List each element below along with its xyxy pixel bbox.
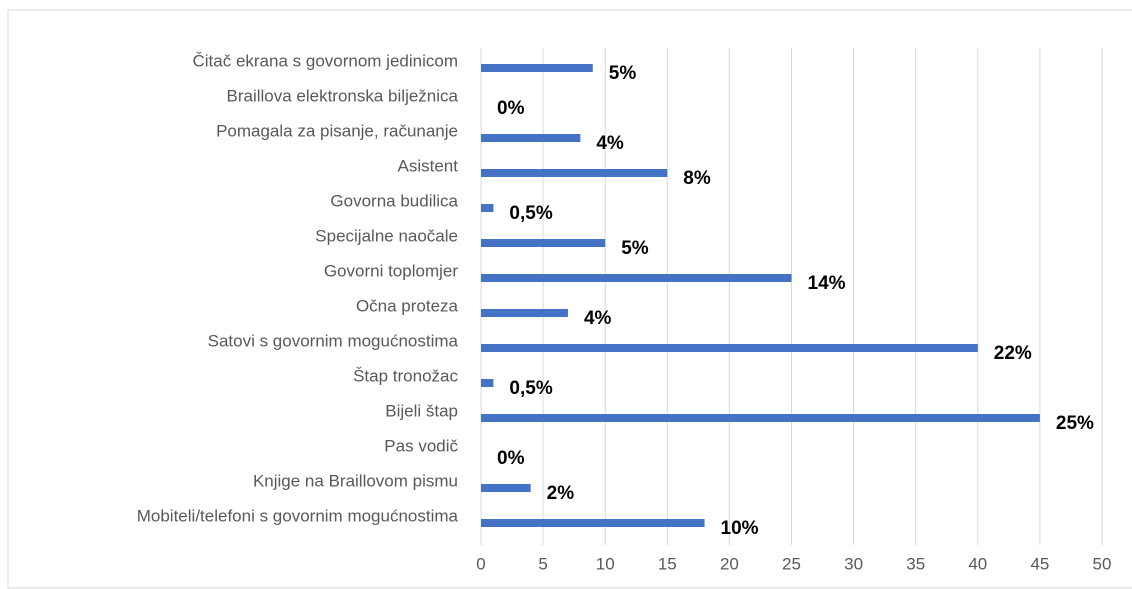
category-label: Specijalne naočale [315,226,458,245]
category-label: Očna proteza [356,296,459,315]
category-label: Štap tronožac [353,366,458,385]
data-label: 0,5% [509,203,552,224]
x-tick-label: 40 [968,554,987,573]
bar [481,204,494,212]
data-label: 0% [497,98,525,119]
category-label: Asistent [398,156,459,175]
data-label: 2% [547,483,575,504]
chart-border [7,9,1132,589]
x-tick-label: 10 [596,554,615,573]
category-label: Govorna budilica [330,191,458,210]
data-label: 14% [808,273,846,294]
bar [481,239,606,247]
category-label: Čitač ekrana s govornom jedinicom [192,51,458,70]
bar [481,64,593,72]
bar [481,134,581,142]
bar [481,274,792,282]
x-tick-label: 50 [1093,554,1112,573]
category-label: Pomagala za pisanje, računanje [216,121,458,140]
category-label: Mobiteli/telefoni s govornim mogućnostim… [137,506,459,525]
bar [481,169,668,177]
category-label: Bijeli štap [385,401,458,420]
x-tick-label: 30 [844,554,863,573]
bar [481,484,531,492]
data-label: 22% [994,343,1032,364]
category-label: Satovi s govornim mogućnostima [208,331,459,350]
data-label: 5% [609,63,637,84]
x-tick-label: 45 [1030,554,1049,573]
category-label: Pas vodič [384,436,458,455]
data-label: 8% [683,168,711,189]
data-label: 0% [497,448,525,469]
bar [481,519,705,527]
bar [481,309,568,317]
bar [481,414,1040,422]
data-label: 5% [621,238,649,259]
x-tick-label: 15 [658,554,677,573]
data-label: 10% [721,518,759,539]
bar [481,379,494,387]
category-label: Braillova elektronska bilježnica [226,86,458,105]
category-label: Knjige na Braillovom pismu [253,471,458,490]
data-label: 4% [596,133,624,154]
x-tick-label: 35 [906,554,925,573]
bar [481,344,978,352]
data-label: 4% [584,308,612,329]
x-tick-label: 20 [720,554,739,573]
x-tick-label: 5 [538,554,547,573]
x-tick-label: 0 [476,554,485,573]
data-label: 25% [1056,413,1094,434]
data-label: 0,5% [509,378,552,399]
category-label: Govorni toplomjer [324,261,459,280]
x-tick-label: 25 [782,554,801,573]
